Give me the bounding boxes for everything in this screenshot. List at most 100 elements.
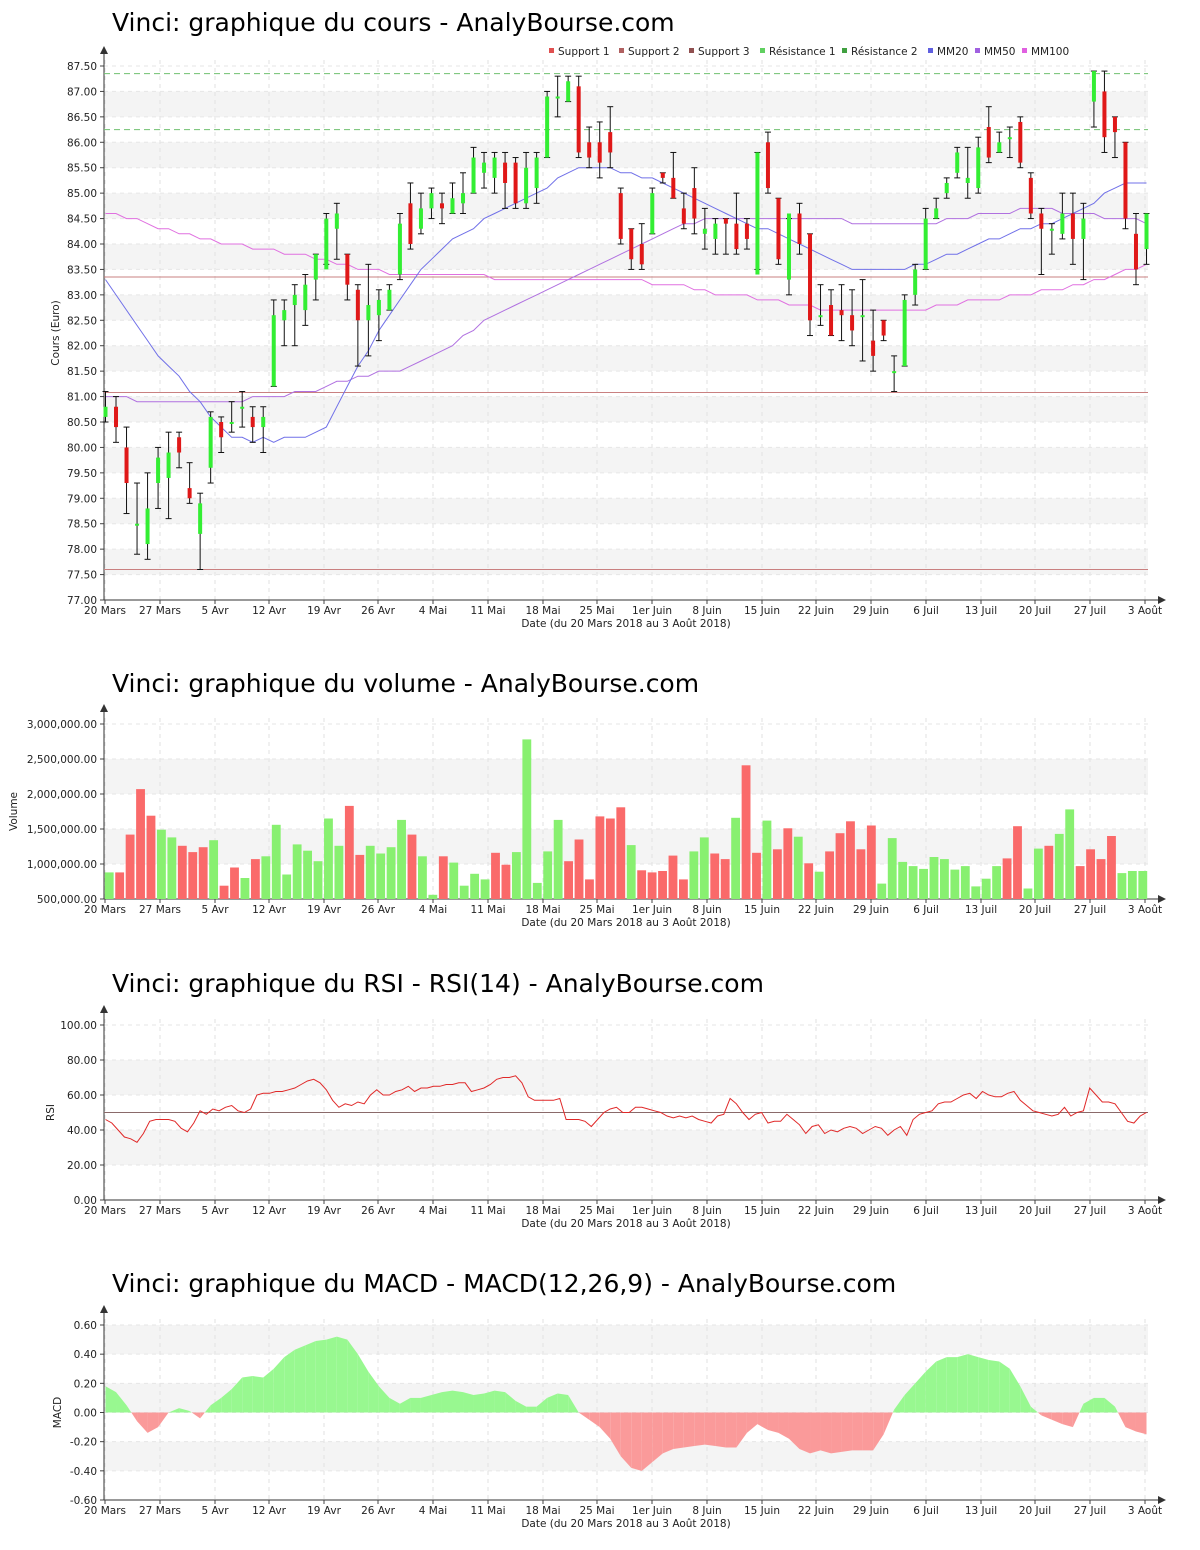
rsi-xtick-label: 29 Juin xyxy=(853,1205,889,1217)
macd-area-segment xyxy=(452,1390,464,1413)
rsi-xtick-label: 27 Mars xyxy=(139,1205,181,1217)
macd-area-segment xyxy=(368,1371,379,1413)
volume-bar xyxy=(585,879,594,899)
candle-body xyxy=(1028,177,1033,214)
candle-body xyxy=(334,213,339,229)
macd-xtick-label: 19 Avr xyxy=(307,1505,341,1517)
macd-xtick-label: 12 Avr xyxy=(252,1505,286,1517)
macd-area-segment xyxy=(326,1336,337,1413)
volume-xtick-label: 11 Mai xyxy=(470,904,505,916)
legend-swatch xyxy=(619,48,624,53)
volume-bar xyxy=(480,879,490,899)
macd-area-segment xyxy=(810,1412,821,1454)
macd-xtick-label: 27 Juil xyxy=(1074,1505,1106,1517)
macd-area-segment xyxy=(221,1389,232,1413)
macd-area-segment xyxy=(662,1412,674,1454)
price-ytick-label: 84.00 xyxy=(67,239,97,251)
volume-xtick-label: 27 Mars xyxy=(139,904,181,916)
macd-area-segment xyxy=(999,1361,1010,1413)
volume-bar xyxy=(679,879,688,899)
volume-bar xyxy=(1117,873,1127,899)
candle-body xyxy=(808,233,813,321)
volume-bar xyxy=(313,861,323,899)
legend-swatch xyxy=(842,48,847,53)
macd-xtick-label: 29 Juin xyxy=(853,1505,889,1517)
legend-swatch xyxy=(928,48,933,53)
price-ytick-label: 87.50 xyxy=(67,61,97,73)
volume-bar xyxy=(198,847,208,899)
volume-bar xyxy=(710,853,720,899)
volume-bar xyxy=(282,874,292,899)
macd-area-segment xyxy=(862,1412,874,1451)
legend-swatch xyxy=(549,48,554,53)
candle-body xyxy=(439,203,444,209)
volume-bar xyxy=(741,765,751,899)
price-xtick-label: 4 Mai xyxy=(419,605,447,617)
legend-label: MM50 xyxy=(984,46,1015,58)
legend-label: Support 3 xyxy=(698,46,750,58)
candle-body xyxy=(702,228,707,234)
price-panel: 77.00 77.50 78.00 78.50 79.00 79.50 80.00 80.50… xyxy=(50,46,1166,630)
macd-area-segment xyxy=(357,1354,369,1413)
rsi-line xyxy=(105,1075,1147,1143)
volume-xtick-label: 22 Juin xyxy=(798,904,834,916)
macd-area-segment xyxy=(1030,1406,1038,1413)
volume-bar xyxy=(104,872,114,899)
rsi-band xyxy=(104,1130,1148,1165)
macd-area-segment xyxy=(631,1412,642,1471)
candle-body xyxy=(597,142,602,163)
candle-body xyxy=(587,142,592,158)
macd-area-segment xyxy=(189,1411,192,1413)
rsi-xtick-label: 3 Août xyxy=(1128,1205,1162,1217)
macd-area-segment xyxy=(736,1412,747,1448)
price-band xyxy=(104,549,1148,575)
price-band xyxy=(104,142,1148,168)
macd-area-segment xyxy=(904,1383,916,1413)
macd-xtick-label: 3 Août xyxy=(1128,1505,1162,1517)
macd-area-segment xyxy=(704,1412,716,1447)
price-xtick-label: 22 Juin xyxy=(798,605,834,617)
candle-body xyxy=(776,198,781,260)
candle-body xyxy=(902,299,907,367)
volume-bar xyxy=(574,839,584,899)
rsi-xtick-label: 12 Avr xyxy=(252,1205,286,1217)
rsi-xtick-label: 1er Juin xyxy=(632,1205,672,1217)
price-ytick-label: 84.50 xyxy=(67,214,97,226)
volume-bar xyxy=(188,852,198,899)
candle-body xyxy=(1070,213,1075,239)
price-xtick-label: 27 Juil xyxy=(1074,605,1106,617)
candle-body xyxy=(713,223,718,239)
macd-area-segment xyxy=(158,1412,169,1428)
mm50-line xyxy=(105,207,1147,403)
rsi-xtick-label: 20 Mars xyxy=(84,1205,126,1217)
volume-bar xyxy=(699,837,709,899)
macd-area-segment xyxy=(147,1412,159,1433)
volume-bar xyxy=(960,866,970,899)
macd-area-segment xyxy=(1135,1412,1147,1435)
volume-bar xyxy=(511,852,521,899)
legend-label: MM100 xyxy=(1031,46,1069,58)
volume-bar xyxy=(157,829,166,899)
price-xtick-label: 1er Juin xyxy=(632,605,672,617)
candle-body xyxy=(1039,213,1044,229)
volume-bar xyxy=(1044,845,1054,899)
volume-bar xyxy=(459,885,469,899)
candle-body xyxy=(839,310,844,316)
rsi-y-axis-arrow xyxy=(100,1005,108,1013)
macd-area-segment xyxy=(683,1412,695,1448)
macd-area-segment xyxy=(131,1412,138,1422)
candle-body xyxy=(313,254,318,280)
volume-bar xyxy=(772,849,782,899)
price-xtick-label: 8 Juin xyxy=(692,605,721,617)
price-band xyxy=(104,396,1148,422)
macd-area-segment xyxy=(883,1412,893,1435)
price-xtick-label: 27 Mars xyxy=(139,605,181,617)
volume-xtick-label: 8 Juin xyxy=(692,904,721,916)
legend-swatch xyxy=(689,48,694,53)
macd-area-segment xyxy=(725,1412,737,1448)
volume-bar xyxy=(418,856,427,899)
macd-area-segment xyxy=(1072,1412,1080,1428)
candle-body xyxy=(250,416,255,428)
macd-area-segment xyxy=(378,1386,390,1413)
macd-xtick-label: 1er Juin xyxy=(632,1505,672,1517)
